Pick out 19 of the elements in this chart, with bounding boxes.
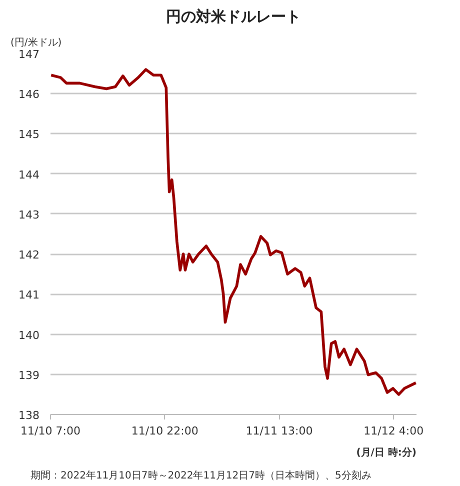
x-tick-label: 11/12 4:00 <box>364 424 424 438</box>
line-series <box>50 68 416 396</box>
x-tick-label: 11/10 22:00 <box>131 424 198 438</box>
x-tick-label: 11/10 7:00 <box>20 424 80 438</box>
y-tick-label: 143 <box>18 208 40 222</box>
x-axis-title: (月/日 時:分) <box>356 446 417 458</box>
y-tick-label: 139 <box>18 368 40 382</box>
y-tick-label: 140 <box>18 328 40 342</box>
y-tick-label: 145 <box>18 128 40 142</box>
y-tick-label: 147 <box>18 48 40 61</box>
x-tick-label: 11/11 13:00 <box>246 424 313 438</box>
chart-title: 円の対米ドルレート <box>166 8 301 26</box>
text: 期間：2022年11月10日7時～2022年11月12日7時（日本時間）、5分刻み <box>30 470 372 482</box>
y-tick-label: 138 <box>18 409 40 422</box>
y-tick-label: 142 <box>18 248 40 262</box>
y-tick-label: 141 <box>18 288 40 302</box>
y-tick-label: 144 <box>18 168 40 182</box>
y-tick-label: 146 <box>18 88 40 102</box>
y-axis-title: (円/米ドル) <box>10 36 62 48</box>
